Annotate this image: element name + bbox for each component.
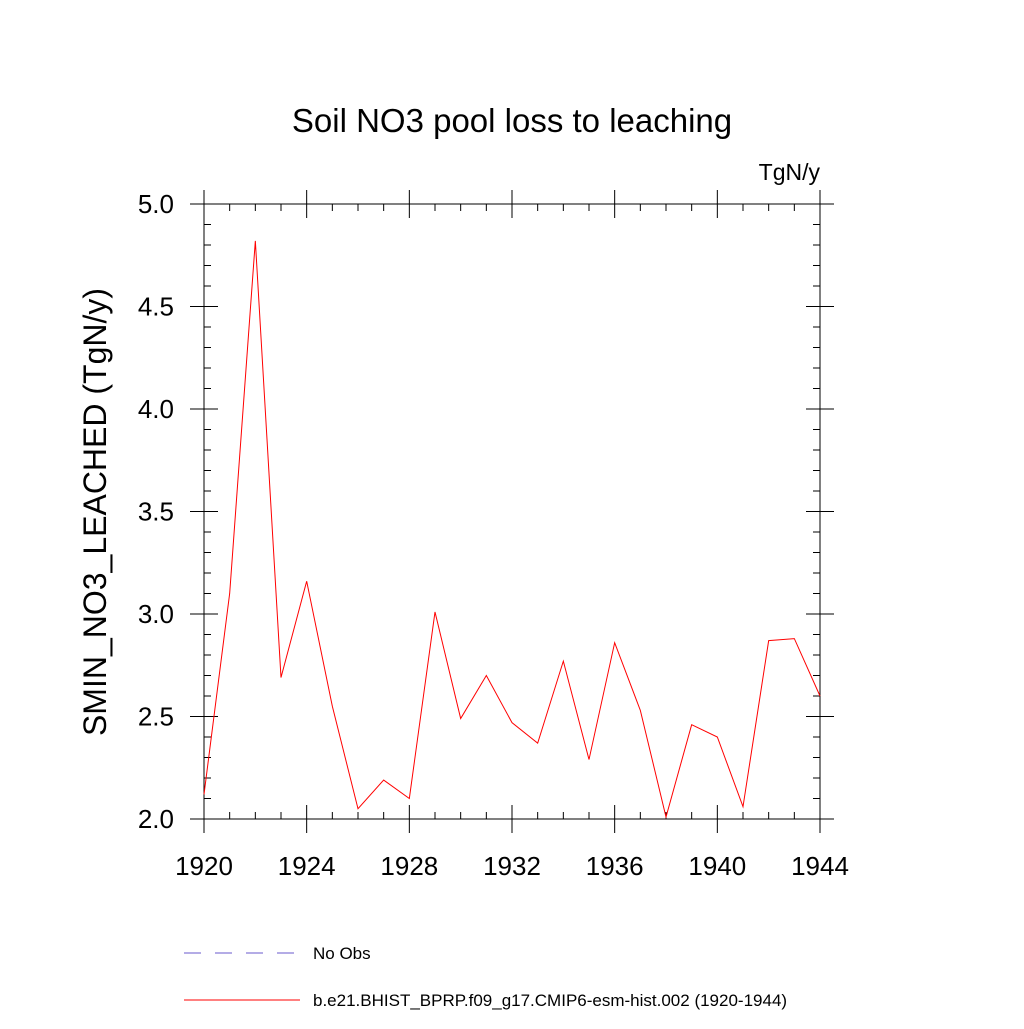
y-tick-label: 4.0 <box>138 394 174 424</box>
axes: 1920 1924 1928 1932 1936 1940 1944 2.0 2.5 3.0 3.5… <box>138 189 849 881</box>
plot-frame <box>203 203 821 820</box>
legend: No Obs b.e21.BHIST_BPRP.f09_g17.CMIP6-es… <box>184 944 787 1010</box>
y-tick-label: 3.5 <box>138 497 174 527</box>
y-tick-label: 2.5 <box>138 702 174 732</box>
series-line-1 <box>203 240 821 819</box>
y-tick-label: 3.0 <box>138 599 174 629</box>
x-tick-label: 1936 <box>586 851 644 881</box>
chart-title: Soil NO3 pool loss to leaching <box>292 102 732 139</box>
x-tick-label: 1940 <box>688 851 746 881</box>
series-lines <box>203 240 821 819</box>
x-tick-label: 1932 <box>483 851 541 881</box>
legend-label-no-obs: No Obs <box>313 944 371 963</box>
x-tick-label: 1920 <box>175 851 233 881</box>
x-tick-label: 1944 <box>791 851 849 881</box>
y-tick-label: 4.5 <box>138 292 174 322</box>
y-tick-label: 5.0 <box>138 189 174 219</box>
x-tick-label: 1924 <box>278 851 336 881</box>
x-tick-label: 1928 <box>380 851 438 881</box>
legend-label-model-run: b.e21.BHIST_BPRP.f09_g17.CMIP6-esm-hist.… <box>313 991 787 1010</box>
units-label: TgN/y <box>759 159 821 185</box>
y-tick-label: 2.0 <box>138 804 174 834</box>
y-axis-label: SMIN_NO3_LEACHED (TgN/y) <box>77 288 113 736</box>
